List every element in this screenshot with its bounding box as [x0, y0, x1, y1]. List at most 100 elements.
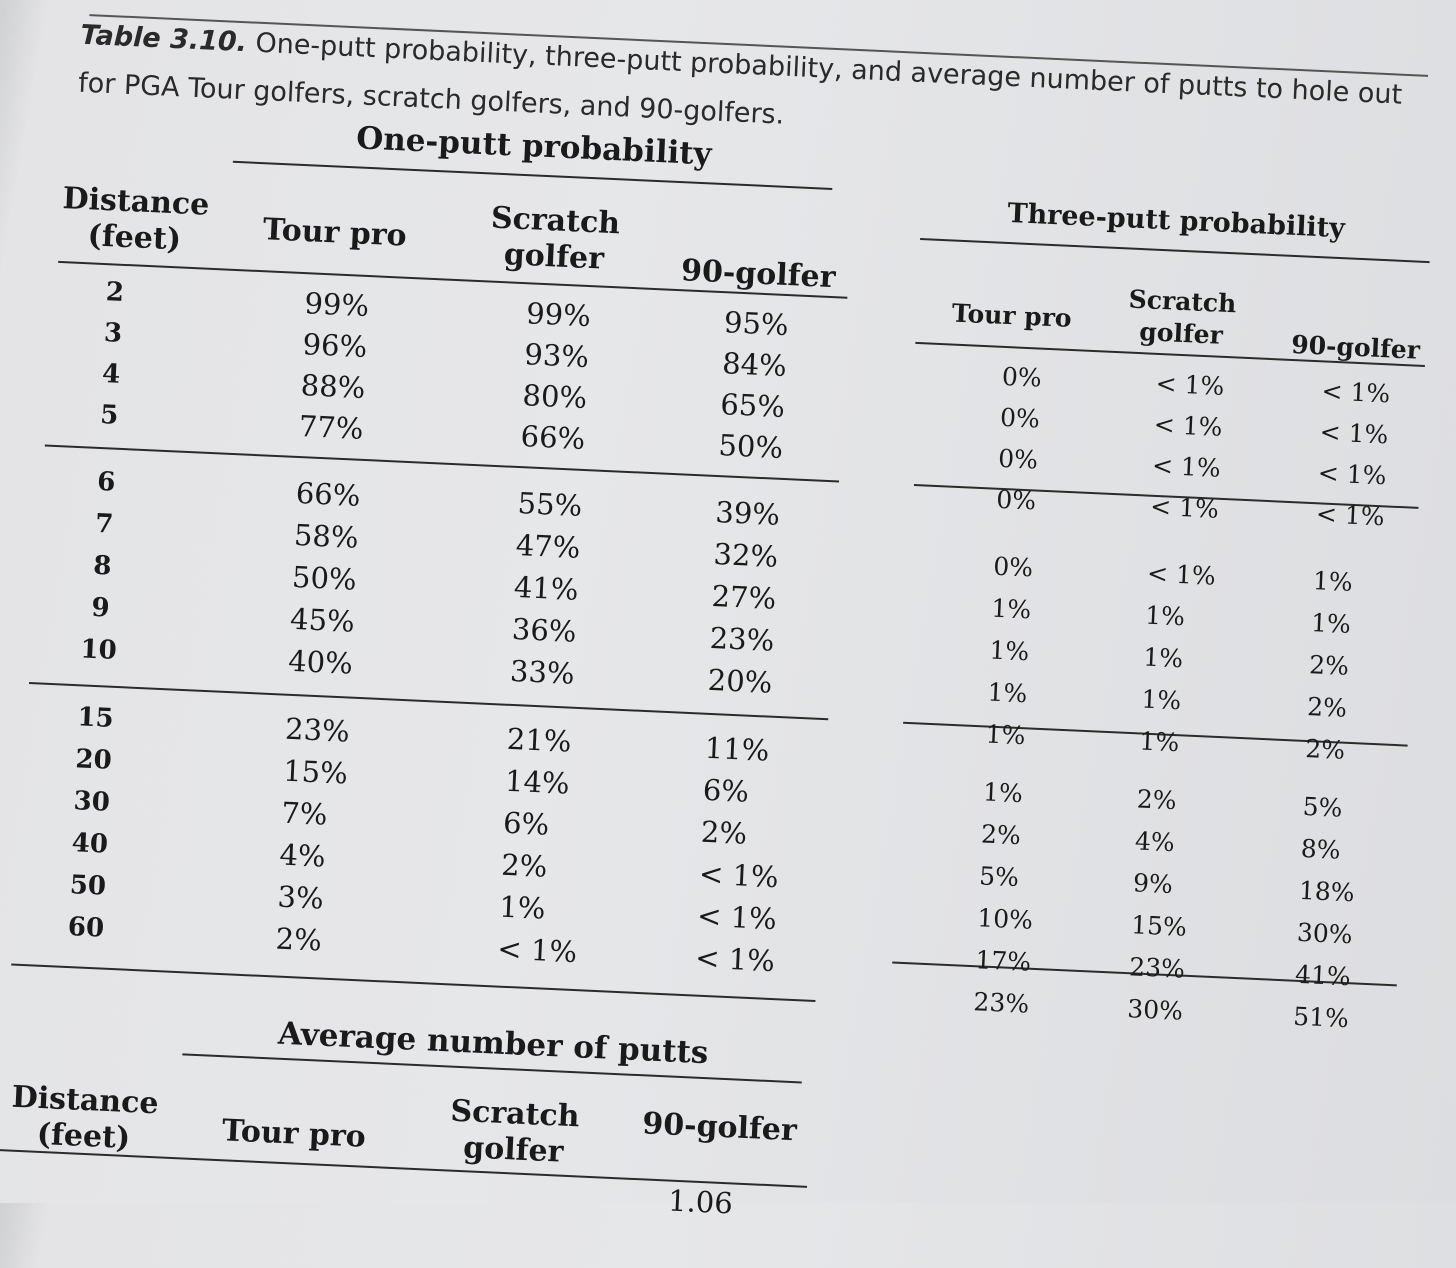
- three-putt-scratch-cell: 1%: [1144, 600, 1186, 632]
- three-putt-ninety-cell: 30%: [1296, 917, 1354, 950]
- three-putt-scratch-cell: 15%: [1130, 910, 1188, 942]
- three-putt-tour-pro-cell: 0%: [995, 484, 1037, 516]
- three-putt-scratch-cell: 4%: [1134, 826, 1176, 858]
- avg-first-row-90-value: 1.06: [667, 1183, 734, 1221]
- one-putt-scratch-cell: 2%: [500, 847, 549, 884]
- distance-cell: 60: [67, 912, 105, 944]
- three-putt-ninety-cell: 1%: [1312, 566, 1354, 597]
- one-putt-tour-pro-cell: 2%: [274, 921, 323, 958]
- avg-90-header: 90-golfer: [641, 1106, 798, 1149]
- three-putt-ninety-cell: < 1%: [1315, 499, 1386, 532]
- one-putt-ninety-cell: 32%: [712, 536, 779, 574]
- one-putt-tour-pro-cell: 40%: [287, 643, 354, 681]
- avg-tour-pro-header: Tour pro: [221, 1113, 367, 1155]
- three-putt-tour-pro-cell: 5%: [978, 861, 1020, 893]
- three-putt-scratch-cell: 1%: [1142, 642, 1184, 674]
- one-putt-scratch-cell: < 1%: [496, 931, 578, 970]
- one-putt-tour-pro-cell: 23%: [284, 711, 351, 749]
- three-putt-tour-pro-cell: 1%: [985, 719, 1027, 751]
- one-putt-scratch-header: Scratch golfer: [490, 200, 621, 277]
- three-putt-tour-pro-cell: 23%: [972, 987, 1030, 1019]
- one-putt-scratch-cell: 55%: [516, 486, 583, 523]
- three-putt-tour-pro-cell: 1%: [986, 677, 1028, 709]
- one-putt-scratch-cell: 33%: [509, 653, 576, 691]
- one-putt-scratch-cell: 93%: [523, 337, 590, 375]
- distance-cell: 50: [69, 870, 107, 902]
- three-putt-ninety-cell: 2%: [1304, 734, 1346, 765]
- one-putt-scratch-cell: 14%: [504, 763, 571, 801]
- distance-header: Distance (feet): [61, 181, 211, 258]
- distance-cell: 3: [103, 318, 123, 349]
- three-putt-scratch-cell: 9%: [1132, 868, 1174, 900]
- one-putt-scratch-cell: 66%: [519, 419, 586, 456]
- three-putt-ninety-cell: 51%: [1292, 1001, 1350, 1034]
- three-putt-tour-pro-cell: 1%: [990, 593, 1032, 625]
- one-putt-ninety-cell: 23%: [709, 620, 775, 658]
- distance-cell: 9: [90, 592, 111, 624]
- three-putt-scratch-cell: < 1%: [1149, 491, 1220, 524]
- three-putt-tour-pro-cell: 0%: [992, 551, 1034, 583]
- one-putt-scratch-cell: 1%: [498, 889, 547, 926]
- one-putt-ninety-cell: 65%: [719, 387, 786, 425]
- three-putt-scratch-cell: 1%: [1140, 684, 1182, 716]
- one-putt-tour-pro-cell: 50%: [291, 559, 358, 597]
- one-putt-scratch-cell: 21%: [506, 721, 573, 759]
- distance-cell: 7: [94, 508, 115, 540]
- three-putt-scratch-cell: 23%: [1128, 952, 1186, 984]
- one-putt-ninety-cell: < 1%: [696, 898, 778, 937]
- table-label: Table 3.10.: [79, 19, 248, 59]
- three-putt-tour-pro-cell: 1%: [982, 777, 1024, 809]
- one-putt-ninety-cell: 6%: [702, 772, 750, 809]
- three-putt-ninety-cell: 8%: [1300, 833, 1342, 865]
- distance-cell: 8: [92, 550, 113, 582]
- one-putt-ninety-cell: 20%: [707, 662, 774, 700]
- three-putt-scratch-cell: < 1%: [1153, 409, 1224, 442]
- one-putt-tour-pro-cell: 45%: [289, 601, 356, 639]
- three-putt-scratch-cell: 2%: [1136, 784, 1178, 816]
- one-putt-tour-pro-cell: 58%: [293, 517, 360, 555]
- one-putt-tour-pro-cell: 77%: [298, 409, 365, 446]
- one-putt-tour-pro-cell: 15%: [282, 753, 349, 791]
- three-putt-tour-pro-cell: 2%: [980, 819, 1022, 851]
- three-putt-tour-pro-cell: 10%: [976, 903, 1034, 935]
- three-putt-ninety-cell: < 1%: [1320, 376, 1391, 409]
- distance-cell: 6: [96, 466, 116, 498]
- one-putt-scratch-cell: 41%: [513, 569, 580, 607]
- three-putt-tour-pro-cell: 0%: [997, 443, 1039, 475]
- three-putt-scratch-cell: < 1%: [1151, 450, 1222, 483]
- three-putt-scratch-cell: < 1%: [1146, 558, 1217, 591]
- one-putt-ninety-cell: 39%: [714, 495, 781, 532]
- one-putt-scratch-cell: 80%: [521, 378, 588, 416]
- three-putt-scratch-cell: 30%: [1126, 994, 1184, 1026]
- three-putt-ninety-cell: 5%: [1302, 791, 1344, 823]
- one-putt-ninety-cell: 11%: [704, 730, 770, 768]
- distance-cell: 2: [105, 277, 125, 308]
- three-putt-tour-pro-cell: 1%: [988, 635, 1030, 667]
- one-putt-scratch-cell: 99%: [525, 296, 592, 334]
- one-putt-tour-pro-cell: 4%: [278, 837, 327, 874]
- three-putt-ninety-cell: 18%: [1298, 875, 1356, 908]
- avg-header-rule: [0, 1148, 808, 1188]
- one-putt-tour-pro-cell: 3%: [276, 879, 325, 916]
- distance-cell: 40: [71, 828, 109, 860]
- three-putt-ninety-cell: 2%: [1306, 692, 1348, 723]
- three-putt-tour-pro-header: Tour pro: [951, 298, 1073, 333]
- avg-distance-header: Distance (feet): [11, 1079, 160, 1157]
- three-putt-ninety-cell: < 1%: [1317, 458, 1388, 491]
- distance-cell: 4: [101, 359, 121, 390]
- three-putt-scratch-header: Scratch golfer: [1128, 284, 1237, 350]
- one-putt-tour-pro-cell: 7%: [280, 795, 329, 832]
- three-putt-tour-pro-cell: 0%: [1001, 361, 1043, 393]
- one-putt-ninety-cell: 84%: [721, 346, 788, 384]
- one-putt-tour-pro-cell: 96%: [301, 327, 368, 364]
- one-putt-scratch-cell: 36%: [511, 611, 578, 649]
- distance-cell: 10: [79, 634, 118, 666]
- one-putt-ninety-cell: < 1%: [698, 856, 780, 895]
- distance-cell: 20: [74, 744, 113, 776]
- three-putt-tour-pro-cell: 0%: [999, 402, 1041, 434]
- one-putt-tour-pro-cell: 99%: [303, 286, 370, 324]
- distance-cell: 5: [99, 399, 119, 431]
- one-putt-tour-pro-header: Tour pro: [262, 212, 408, 254]
- three-putt-ninety-cell: < 1%: [1319, 417, 1389, 450]
